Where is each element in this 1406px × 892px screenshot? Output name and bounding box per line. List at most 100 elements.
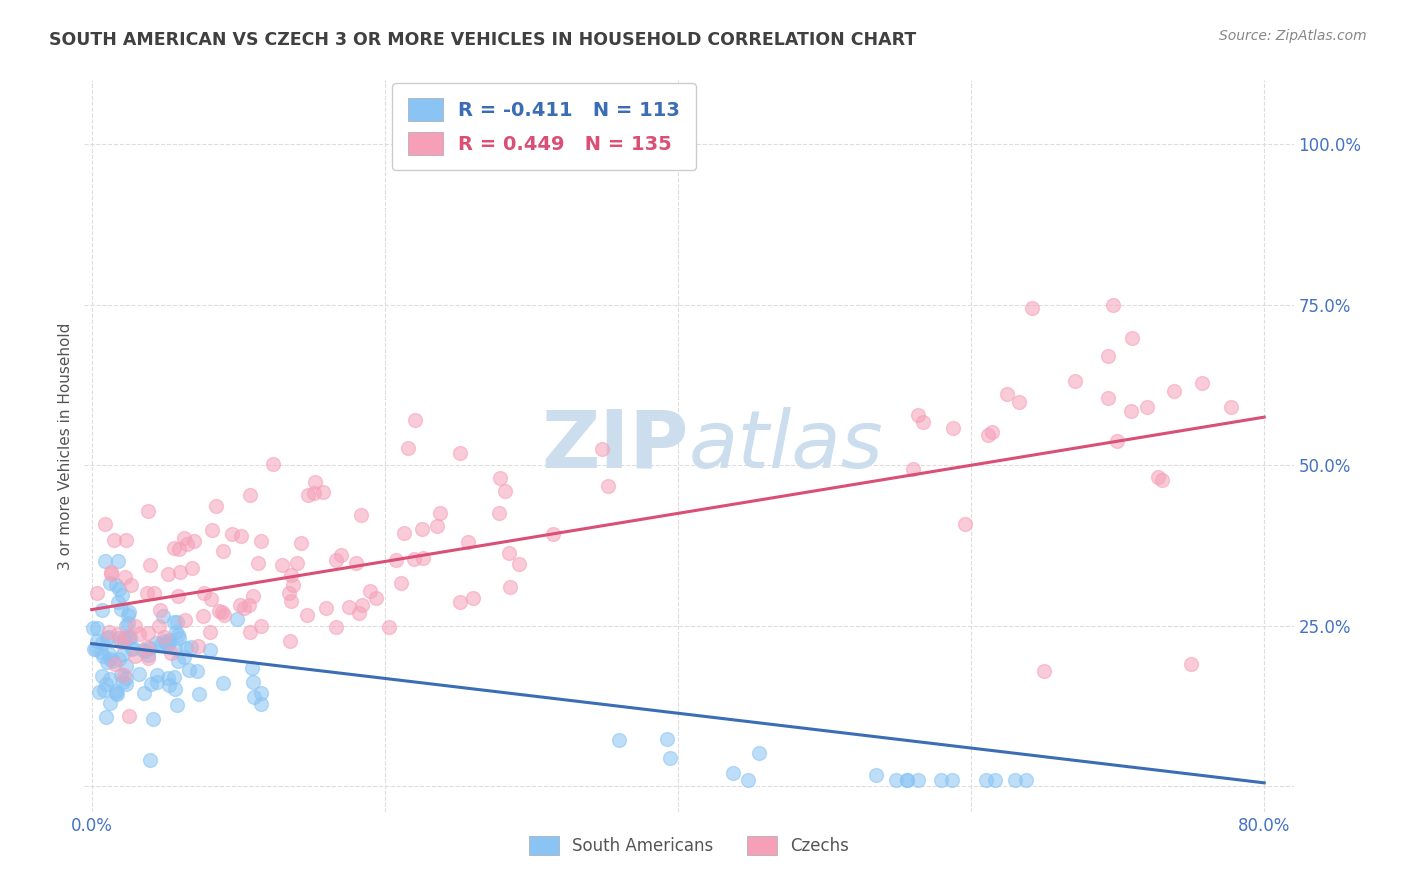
Point — [150, 637, 173, 651]
Point — [139, 640, 162, 655]
Point — [389, 576, 412, 591]
Point — [128, 666, 150, 681]
Point — [138, 558, 160, 573]
Point — [94, 516, 117, 531]
Point — [200, 592, 222, 607]
Point — [247, 556, 270, 570]
Point — [187, 639, 209, 653]
Point — [179, 663, 201, 677]
Point — [271, 558, 294, 572]
Point — [86, 633, 108, 648]
Point — [907, 772, 929, 787]
Point — [173, 649, 195, 664]
Text: SOUTH AMERICAN VS CZECH 3 OR MORE VEHICLES IN HOUSEHOLD CORRELATION CHART: SOUTH AMERICAN VS CZECH 3 OR MORE VEHICL… — [49, 31, 917, 49]
Point — [163, 541, 186, 555]
Point — [249, 534, 271, 549]
Point — [110, 635, 132, 649]
Point — [1136, 401, 1159, 415]
Point — [541, 527, 564, 541]
Point — [297, 488, 319, 502]
Point — [96, 677, 118, 691]
Point — [112, 647, 135, 661]
Point — [93, 683, 115, 698]
Point — [118, 631, 141, 645]
Point — [285, 556, 308, 570]
Point — [995, 386, 1018, 401]
Point — [240, 661, 263, 675]
Point — [596, 479, 619, 493]
Point — [205, 499, 228, 513]
Point — [1033, 664, 1056, 678]
Point — [377, 620, 399, 634]
Point — [457, 534, 479, 549]
Point — [174, 613, 197, 627]
Point — [157, 635, 180, 649]
Point — [366, 591, 388, 605]
Point — [350, 598, 373, 612]
Point — [1008, 395, 1031, 409]
Point — [159, 646, 181, 660]
Point — [98, 647, 121, 661]
Point — [325, 552, 347, 566]
Point — [207, 604, 229, 618]
Point — [118, 605, 141, 619]
Point — [211, 605, 233, 619]
Point — [896, 772, 918, 787]
Point — [1004, 772, 1026, 787]
Point — [117, 607, 139, 622]
Point — [91, 603, 114, 617]
Point — [180, 561, 202, 575]
Point — [229, 598, 252, 612]
Point — [658, 751, 681, 765]
Point — [134, 686, 156, 700]
Point — [167, 628, 190, 642]
Point — [136, 651, 159, 665]
Point — [238, 598, 260, 612]
Point — [134, 643, 156, 657]
Point — [1107, 434, 1129, 448]
Point — [157, 678, 180, 692]
Point — [136, 504, 159, 518]
Point — [325, 620, 347, 634]
Point — [1097, 349, 1119, 363]
Point — [107, 554, 129, 568]
Point — [146, 668, 169, 682]
Point — [977, 427, 1000, 442]
Point — [104, 657, 127, 672]
Point — [110, 668, 132, 682]
Point — [297, 607, 319, 622]
Point — [104, 578, 127, 592]
Point — [112, 635, 135, 649]
Point — [180, 640, 202, 654]
Point — [98, 576, 121, 591]
Point — [107, 627, 129, 641]
Point — [157, 633, 180, 648]
Point — [412, 551, 434, 566]
Point — [105, 687, 128, 701]
Point — [242, 675, 264, 690]
Text: Source: ZipAtlas.com: Source: ZipAtlas.com — [1219, 29, 1367, 43]
Point — [283, 578, 305, 592]
Point — [488, 471, 510, 485]
Point — [280, 593, 302, 607]
Point — [955, 517, 977, 532]
Point — [112, 631, 135, 645]
Point — [1121, 331, 1143, 345]
Point — [1021, 301, 1043, 315]
Point — [86, 621, 108, 635]
Point — [330, 549, 353, 563]
Point — [1102, 297, 1125, 311]
Point — [103, 533, 125, 548]
Point — [211, 544, 233, 558]
Point — [1146, 470, 1168, 484]
Point — [737, 772, 759, 787]
Point — [111, 589, 134, 603]
Point — [193, 586, 215, 600]
Point — [86, 585, 108, 599]
Point — [145, 635, 167, 649]
Point — [166, 654, 188, 668]
Point — [349, 607, 371, 621]
Point — [607, 733, 630, 747]
Point — [1150, 474, 1173, 488]
Point — [280, 568, 302, 582]
